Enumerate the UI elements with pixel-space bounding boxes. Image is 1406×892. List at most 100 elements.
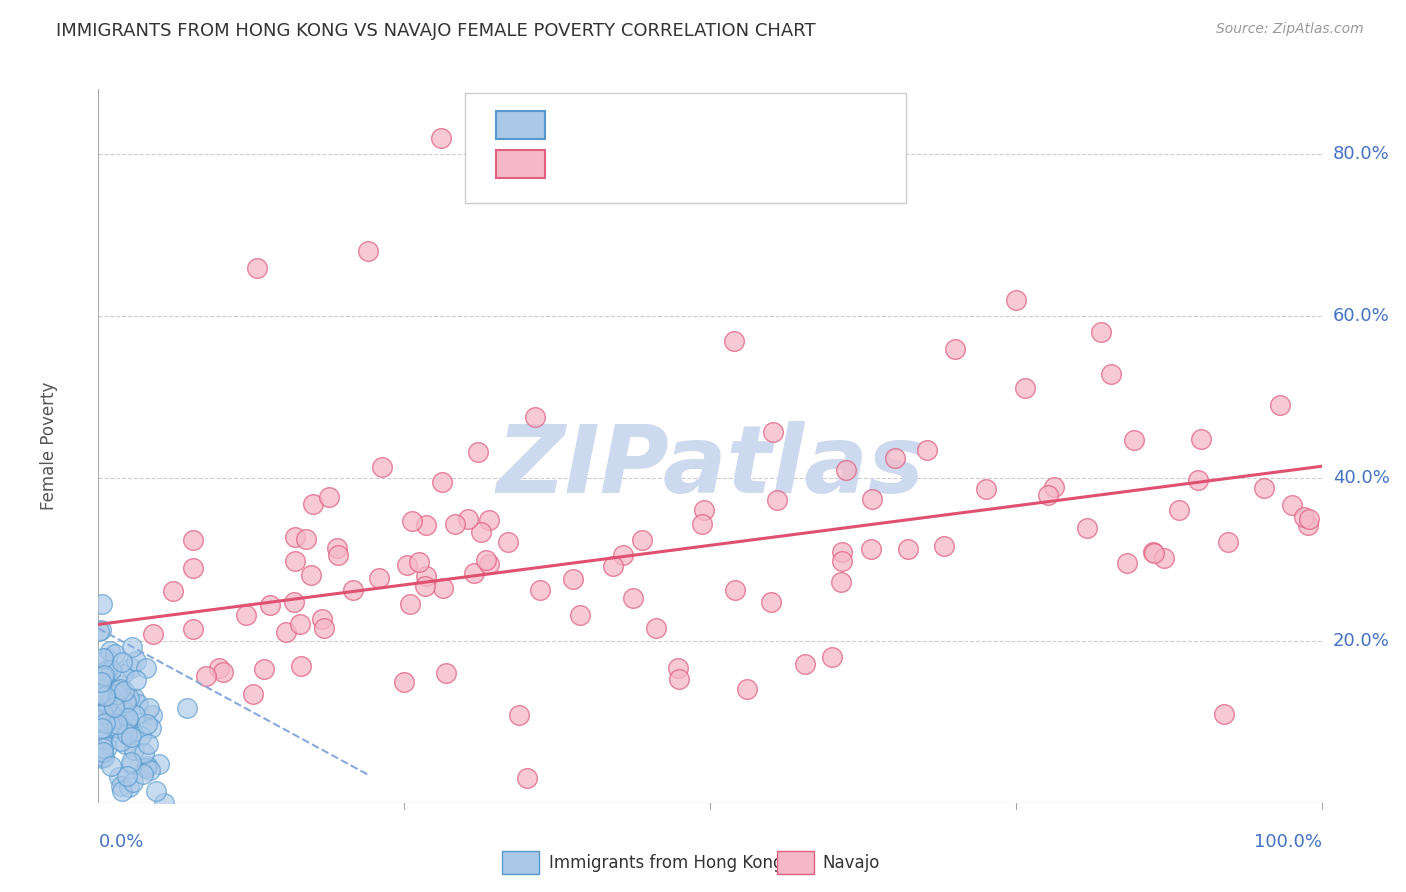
- Point: [602, 558, 624, 573]
- Point: [312, 620, 335, 634]
- Point: [100, 663, 122, 677]
- Point: [93, 668, 115, 682]
- Point: [1142, 546, 1164, 560]
- Point: [370, 460, 392, 475]
- Point: [943, 342, 966, 356]
- Point: [93, 684, 115, 698]
- Point: [135, 761, 157, 775]
- Point: [101, 692, 124, 706]
- Point: [1122, 433, 1144, 447]
- Point: [127, 697, 149, 711]
- Point: [90, 623, 112, 637]
- Point: [93, 681, 115, 696]
- Point: [114, 717, 136, 731]
- Point: [120, 755, 142, 769]
- FancyBboxPatch shape: [465, 93, 905, 203]
- Point: [152, 796, 174, 810]
- Point: [974, 483, 997, 497]
- Point: [118, 716, 141, 731]
- Point: [276, 624, 298, 639]
- Text: IMMIGRANTS FROM HONG KONG VS NAVAJO FEMALE POVERTY CORRELATION CHART: IMMIGRANTS FROM HONG KONG VS NAVAJO FEMA…: [56, 22, 815, 40]
- Point: [415, 569, 437, 583]
- Point: [100, 713, 122, 727]
- Point: [444, 516, 467, 531]
- FancyBboxPatch shape: [496, 111, 546, 139]
- Point: [125, 673, 148, 687]
- Point: [508, 708, 530, 723]
- Point: [793, 657, 815, 671]
- Point: [94, 706, 117, 721]
- Point: [142, 626, 165, 640]
- Point: [859, 541, 882, 556]
- Point: [368, 571, 391, 585]
- Point: [93, 749, 115, 764]
- Point: [830, 575, 852, 590]
- Point: [103, 700, 125, 714]
- Point: [415, 517, 437, 532]
- Point: [1076, 521, 1098, 535]
- Point: [101, 691, 124, 706]
- Point: [475, 553, 498, 567]
- Point: [194, 669, 217, 683]
- Point: [90, 598, 112, 612]
- Point: [135, 759, 157, 773]
- Point: [1042, 480, 1064, 494]
- Point: [630, 533, 652, 547]
- Point: [396, 558, 419, 572]
- Point: [112, 702, 135, 716]
- Point: [883, 450, 905, 465]
- Point: [91, 688, 114, 702]
- Point: [735, 682, 758, 697]
- Point: [690, 517, 713, 532]
- Point: [111, 667, 134, 681]
- Point: [524, 410, 547, 425]
- Point: [98, 689, 121, 703]
- Point: [115, 769, 138, 783]
- Point: [115, 727, 138, 741]
- Point: [666, 661, 689, 675]
- Point: [470, 524, 492, 539]
- Point: [103, 699, 125, 714]
- Point: [135, 661, 157, 675]
- Point: [1004, 293, 1026, 307]
- Point: [124, 708, 146, 723]
- Point: [693, 503, 716, 517]
- Point: [302, 497, 325, 511]
- Point: [115, 723, 138, 737]
- Point: [141, 707, 163, 722]
- Text: 100.0%: 100.0%: [1254, 833, 1322, 851]
- Point: [283, 530, 305, 544]
- Point: [148, 757, 170, 772]
- Point: [87, 624, 110, 638]
- Point: [288, 617, 311, 632]
- Point: [1189, 432, 1212, 446]
- Text: 60.0%: 60.0%: [1333, 307, 1389, 326]
- Text: Navajo: Navajo: [823, 854, 880, 871]
- Point: [104, 647, 127, 661]
- Point: [246, 260, 269, 275]
- Point: [463, 566, 485, 580]
- Point: [91, 722, 114, 736]
- Point: [96, 698, 118, 712]
- Point: [408, 555, 430, 569]
- Point: [94, 698, 117, 713]
- Point: [181, 622, 204, 636]
- Point: [1298, 518, 1320, 533]
- Point: [612, 548, 634, 562]
- Point: [860, 491, 883, 506]
- Point: [897, 542, 920, 557]
- Point: [430, 131, 453, 145]
- Point: [105, 720, 128, 734]
- Point: [97, 698, 120, 713]
- Point: [91, 683, 114, 698]
- Point: [105, 684, 128, 698]
- Point: [100, 719, 122, 733]
- Point: [136, 716, 159, 731]
- Point: [835, 463, 858, 477]
- Point: [831, 554, 853, 568]
- Point: [108, 678, 131, 692]
- Point: [283, 595, 305, 609]
- Point: [91, 706, 114, 721]
- Point: [235, 607, 257, 622]
- FancyBboxPatch shape: [778, 851, 814, 874]
